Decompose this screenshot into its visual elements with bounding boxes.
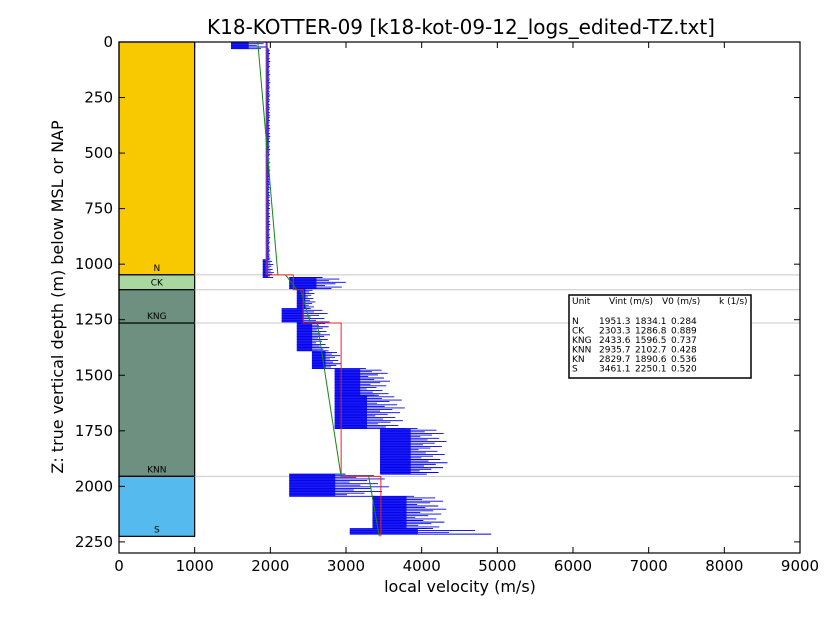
x-tick-label: 0 (114, 557, 124, 575)
y-tick-label: 1250 (75, 311, 113, 329)
table-cell: 1596.5 (635, 336, 667, 346)
y-tick-label: 1750 (75, 422, 113, 440)
table-cell: 1834.1 (635, 317, 667, 327)
x-tick-label: 9000 (781, 557, 819, 575)
linear-model-segment (316, 322, 342, 477)
log-sample-block (296, 321, 313, 351)
log-sample-block (281, 308, 304, 322)
log-sample-block (372, 496, 407, 529)
unit-block-knn (118, 322, 196, 477)
linear-model-segment (257, 41, 279, 275)
interval-velocity-line (266, 42, 382, 537)
log-sample-block (296, 288, 306, 309)
linear-model-segment (300, 289, 311, 324)
velocity-model-series (257, 41, 382, 537)
table-cell: 0.889 (671, 327, 697, 337)
table-cell: 2250.1 (635, 365, 667, 375)
log-sample-block (334, 368, 361, 396)
y-tick-label: 2000 (75, 477, 113, 495)
table-cell: 2102.7 (635, 346, 667, 356)
log-sample-block (289, 474, 336, 497)
table-cell: 2935.7 (599, 346, 631, 356)
table-cell: 1951.3 (599, 317, 631, 327)
table-cell: S (572, 365, 578, 375)
x-tick-label: 1000 (176, 557, 214, 575)
x-tick-label: 6000 (554, 557, 592, 575)
table-cell: 0.520 (671, 365, 697, 375)
unit-block-s (118, 475, 196, 537)
plot-axes: 0 1000 2000 3000 4000 5000 6000 7000 8000 9000 0 25… (75, 33, 819, 575)
table-cell: 1890.6 (635, 355, 667, 365)
linear-model-segment (368, 476, 380, 537)
log-sample-block (349, 528, 418, 535)
log-sample-block (334, 395, 367, 429)
velocity-table-box (568, 294, 752, 379)
table-cell: KNG (572, 336, 592, 346)
y-tick-label: 250 (84, 89, 113, 107)
x-axis-label: local velocity (m/s) (384, 577, 536, 596)
table-cell: 0.428 (671, 346, 697, 356)
y-tick-label: 500 (84, 144, 113, 162)
x-tick-label: 4000 (403, 557, 441, 575)
unit-label-n: N (153, 264, 160, 274)
y-tick-label: 1000 (75, 255, 113, 273)
table-header-cell: k (1/s) (719, 297, 748, 307)
table-cell: KNN (572, 346, 591, 356)
velocity-table: Unit Vint (m/s) V0 (m/s) k (1/s) N 1951.3 1834… (568, 294, 752, 379)
y-tick-label: 2250 (75, 533, 113, 551)
y-tick-label: 1500 (75, 366, 113, 384)
plot-frame (118, 41, 801, 554)
unit-label-ck: CK (151, 279, 164, 289)
table-cell: 0.536 (671, 355, 697, 365)
x-tick-label: 2000 (251, 557, 289, 575)
table-cell: 0.284 (671, 317, 697, 327)
table-header-cell: V0 (m/s) (662, 297, 700, 307)
linear-model-segment (285, 274, 298, 291)
unit-label-s: S (154, 525, 160, 535)
y-tick-label: 750 (84, 200, 113, 218)
chart-title: K18-KOTTER-09 [k18-kot-09-12_logs_edited… (207, 15, 715, 39)
unit-block-n (118, 41, 196, 276)
log-velocity-series (230, 41, 492, 535)
table-cell: 2303.3 (599, 327, 631, 337)
table-cell: 3461.1 (599, 365, 631, 375)
table-cell: 2433.6 (599, 336, 631, 346)
x-tick-label: 8000 (705, 557, 743, 575)
log-sample-block (380, 428, 411, 475)
x-tick-label: 5000 (478, 557, 516, 575)
log-sample-block (289, 277, 317, 289)
x-tick-label: 3000 (327, 557, 365, 575)
table-cell: 1286.8 (635, 327, 667, 337)
table-cell: 2829.7 (599, 355, 631, 365)
table-header-cell: Unit (572, 297, 591, 307)
table-cell: KN (572, 355, 585, 365)
y-axis-label: Z: true vertical depth (m) below MSL or … (48, 120, 67, 474)
table-cell: CK (572, 327, 585, 337)
x-tick-label: 7000 (630, 557, 668, 575)
table-cell: N (572, 317, 579, 327)
unit-label-knn: KNN (147, 465, 166, 475)
log-sample-block (262, 259, 268, 278)
unit-block-kng (118, 289, 196, 324)
table-cell: 0.737 (671, 336, 697, 346)
y-tick-label: 0 (103, 33, 113, 51)
log-sample-block (230, 42, 249, 49)
unit-label-kng: KNG (147, 312, 167, 322)
table-header-cell: Vint (m/s) (609, 297, 653, 307)
stratigraphic-column: N CK KNG KNN S (118, 41, 196, 537)
